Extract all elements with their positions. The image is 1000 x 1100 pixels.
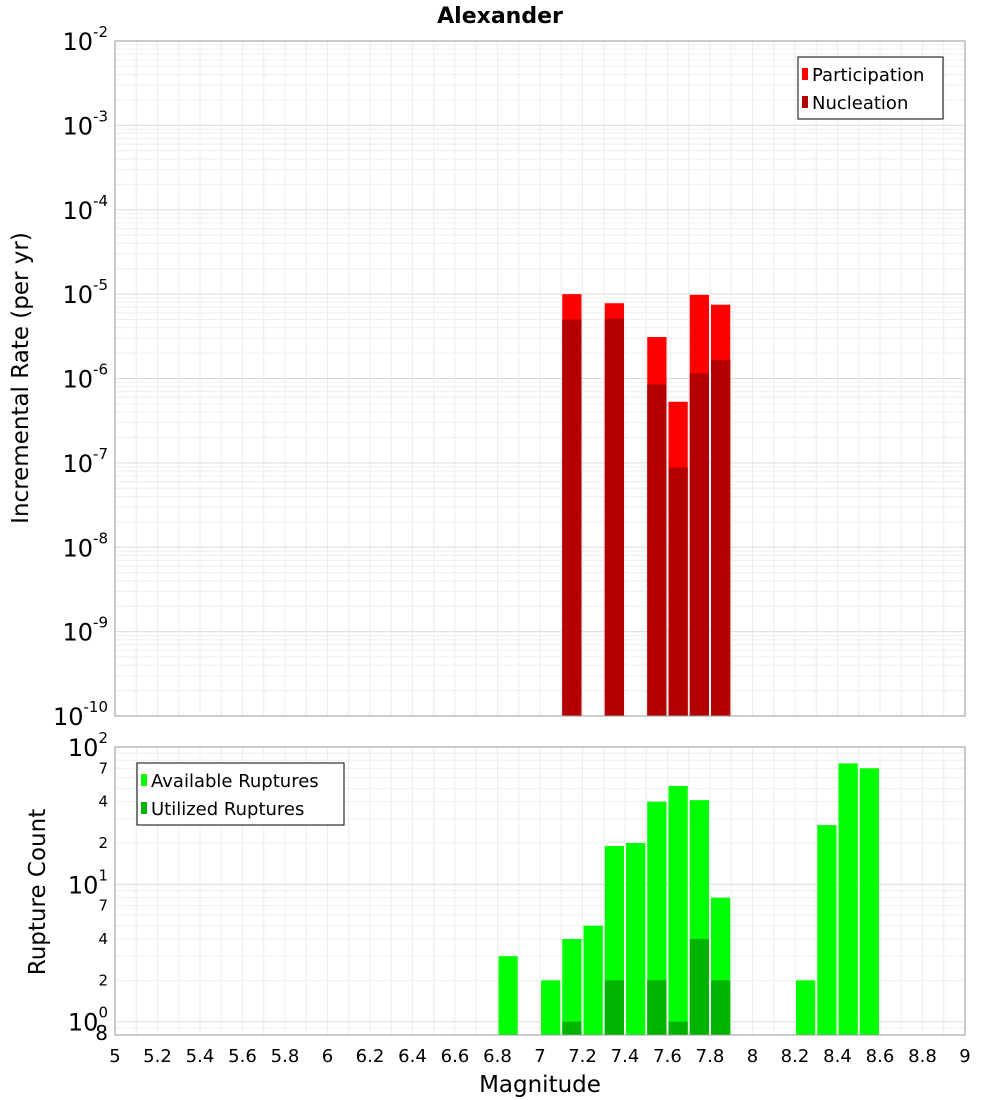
x-tick-label: 5.2: [143, 1046, 172, 1067]
top-y-tick-label: 10-6: [62, 361, 108, 394]
x-tick-label: 5: [109, 1046, 120, 1067]
bottom-bar-available-ruptures: [626, 843, 646, 1035]
bottom-legend-swatch: [141, 802, 147, 814]
x-tick-label: 6: [322, 1046, 333, 1067]
x-tick-label: 7.8: [696, 1046, 725, 1067]
bottom-bar-available-ruptures: [859, 768, 879, 1035]
bottom-y-minor-label: 7: [98, 897, 108, 915]
top-y-tick-label: 10-10: [53, 698, 108, 731]
bottom-y-minor-label: 4: [98, 793, 108, 811]
bottom-y-tick-label: 101: [68, 866, 108, 899]
bottom-legend-box: [136, 762, 345, 826]
bottom-bar-available-ruptures: [498, 956, 518, 1035]
bottom-y-minor-label: 2: [98, 834, 108, 852]
x-tick-label: 7.2: [568, 1046, 597, 1067]
bottom-bar-utilized-ruptures: [711, 980, 731, 1035]
bottom-bar-available-ruptures: [668, 786, 688, 1035]
x-tick-label: 8: [747, 1046, 758, 1067]
top-bar-nucleation: [689, 373, 709, 716]
top-plot: 10-10 10-9 10-8 10-7 10-6 10-5 10-4 10-3 10-2 Par…: [53, 23, 966, 731]
x-tick-label: 5.4: [186, 1046, 215, 1067]
top-plot-frame: [114, 40, 966, 717]
bottom-bar-available-ruptures: [838, 763, 858, 1035]
top-legend-label: Nucleation: [812, 93, 908, 114]
top-legend-label: Participation: [812, 65, 924, 86]
top-legend-swatch: [802, 96, 808, 108]
bottom-bar-available-ruptures: [796, 980, 816, 1035]
bottom-bar-available-ruptures: [817, 825, 837, 1035]
top-bar-nucleation: [647, 384, 667, 716]
bottom-y-minor-label: 4: [98, 930, 108, 948]
x-tick-label: 7: [534, 1046, 545, 1067]
top-y-tick-label: 10-2: [62, 23, 108, 56]
bottom-bar-available-ruptures: [541, 980, 561, 1035]
x-tick-label: 6.8: [483, 1046, 512, 1067]
bottom-bar-utilized-ruptures: [562, 1021, 582, 1035]
bottom-bar-utilized-ruptures: [668, 1021, 688, 1035]
top-bar-nucleation: [562, 319, 582, 716]
top-legend-box: [797, 56, 944, 120]
top-y-tick-label: 10-8: [62, 529, 108, 562]
x-tick-label: 6.2: [356, 1046, 385, 1067]
bottom-bar-utilized-ruptures: [604, 980, 624, 1035]
bottom-y-tick-label: 102: [68, 729, 108, 762]
bottom-bar-available-ruptures: [583, 925, 603, 1035]
bottom-plot-frame: [114, 746, 966, 1036]
top-bar-nucleation: [711, 360, 731, 716]
x-tick-label: 5.6: [228, 1046, 257, 1067]
x-tick-label: 7.6: [653, 1046, 682, 1067]
bottom-bar-utilized-ruptures: [647, 980, 667, 1035]
top-y-axis-label: Incremental Rate (per yr): [8, 232, 34, 524]
top-y-tick-label: 10-9: [62, 614, 108, 647]
top-bar-nucleation: [604, 318, 624, 716]
top-legend-swatch: [802, 68, 808, 80]
top-y-tick-label: 10-5: [62, 276, 108, 309]
bottom-y-minor-label: 8: [95, 1021, 108, 1045]
x-tick-label: 8.6: [866, 1046, 895, 1067]
x-tick-label: 6.4: [398, 1046, 427, 1067]
x-tick-label: 8.4: [823, 1046, 852, 1067]
bottom-legend-label: Utilized Ruptures: [151, 799, 304, 820]
x-tick-label: 7.4: [611, 1046, 640, 1067]
bottom-y-minor-label: 2: [98, 971, 108, 989]
bottom-legend-swatch: [141, 774, 147, 786]
x-tick-label: 6.6: [441, 1046, 470, 1067]
bottom-legend-label: Available Ruptures: [151, 771, 319, 792]
bottom-bar-utilized-ruptures: [689, 939, 709, 1035]
top-y-tick-label: 10-7: [62, 445, 108, 478]
top-y-tick-label: 10-4: [62, 192, 108, 225]
bottom-bar-available-ruptures: [562, 939, 582, 1035]
x-tick-label: 9: [959, 1046, 970, 1067]
top-y-tick-label: 10-3: [62, 107, 108, 140]
bottom-plot: 100 101 102 8 2 4 7 2 4 7 5 5.2 5.4 5.6 5.8 6 6.2 6.4 6.6 6…: [68, 729, 971, 1067]
top-bar-nucleation: [668, 467, 688, 716]
bottom-y-minor-label: 7: [98, 759, 108, 777]
x-tick-label: 5.8: [271, 1046, 300, 1067]
x-tick-label: 8.2: [781, 1046, 810, 1067]
x-tick-label: 8.8: [908, 1046, 937, 1067]
bottom-bar-available-ruptures: [647, 801, 667, 1035]
bottom-y-axis-label: Rupture Count: [25, 809, 51, 975]
bottom-y-tick-label: 100: [68, 1004, 108, 1037]
chart-title: Alexander: [437, 4, 563, 29]
x-axis-label: Magnitude: [479, 1072, 601, 1098]
